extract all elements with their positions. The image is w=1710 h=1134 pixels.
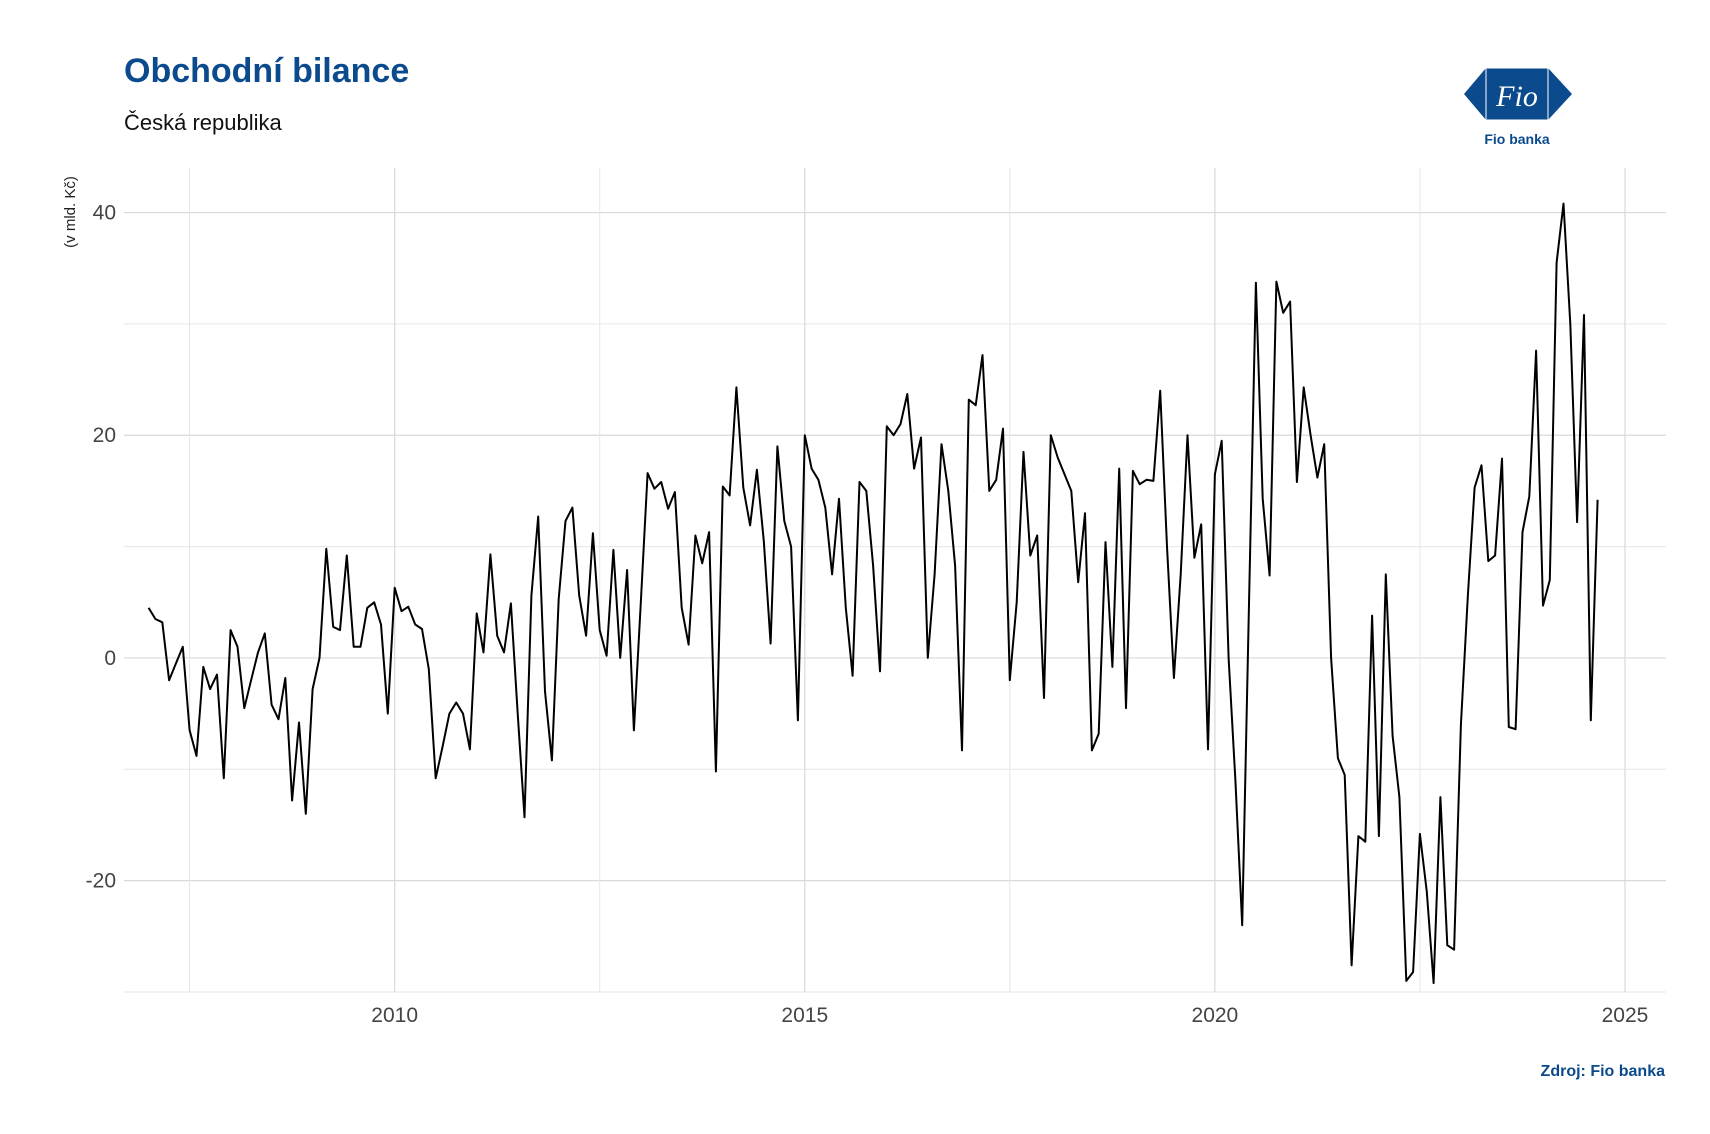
x-tick-labels: 2010 2015 2020 2025 [371, 1004, 1648, 1027]
y-tick-label: 40 [93, 202, 116, 225]
chart-subtitle: Česká republika [124, 110, 282, 135]
source-note: Zdroj: Fio banka [1540, 1063, 1665, 1080]
y-tick-label: 20 [93, 424, 116, 447]
x-tick-label: 2010 [371, 1004, 418, 1027]
fio-logo-flag [1464, 68, 1486, 120]
fio-logo-box [1485, 67, 1549, 121]
fio-logo-text: Fio [1495, 80, 1538, 113]
y-tick-label: 0 [104, 647, 116, 670]
y-tick-labels: -20 0 20 40 [86, 202, 116, 893]
x-tick-label: 2025 [1602, 1004, 1649, 1027]
fio-logo-flag-right [1548, 68, 1572, 120]
y-axis-label: (v mld. Kč) [62, 176, 79, 248]
series-line [147, 202, 1599, 985]
fio-logo: Fio Fio banka [1464, 67, 1572, 147]
chart-title: Obchodní bilance [124, 52, 410, 90]
fio-logo-caption: Fio banka [1484, 131, 1550, 147]
x-tick-label: 2020 [1192, 1004, 1239, 1027]
y-tick-label: -20 [86, 870, 116, 893]
x-tick-label: 2015 [781, 1004, 828, 1027]
grid-lines [124, 168, 1666, 993]
